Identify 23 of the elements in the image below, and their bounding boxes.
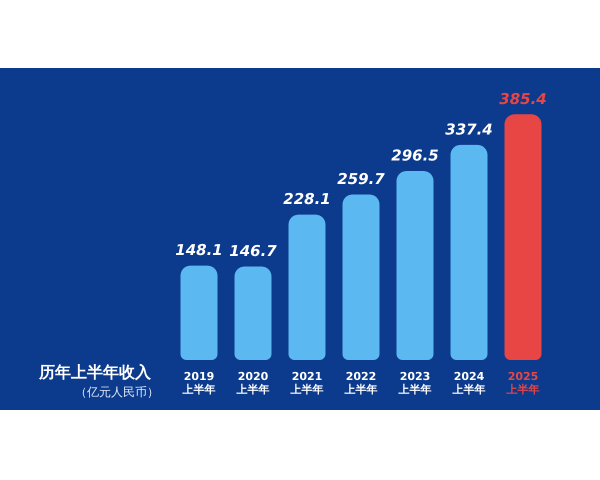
data-label: 385.4 — [499, 90, 547, 108]
bar — [288, 214, 326, 360]
bar — [504, 114, 542, 360]
data-label: 148.1 — [175, 241, 223, 260]
bar — [450, 144, 488, 360]
data-label: 146.7 — [229, 242, 278, 260]
data-label: 296.5 — [391, 146, 439, 164]
text: 历年上半年收入 — [38, 362, 152, 382]
data-label: 228.1 — [283, 190, 331, 208]
x-tick-label: 2020 上半年 — [236, 370, 270, 396]
data-label: 337.4 — [445, 120, 493, 138]
x-tick-label: 2023 上半年 — [398, 370, 432, 396]
bar — [396, 170, 434, 360]
data-label: 259.7 — [337, 170, 386, 188]
x-tick-label: 2019 上半年 — [182, 370, 216, 396]
bar — [180, 266, 218, 360]
x-tick-label: 2022 上半年 — [344, 370, 378, 396]
bar — [234, 266, 272, 360]
x-tick-label: 2024 上半年 — [452, 370, 486, 396]
x-tick-label: 2021 上半年 — [290, 370, 324, 396]
text: （亿元人民币） — [75, 385, 159, 399]
bar — [342, 194, 380, 360]
x-tick-label: 2025 上半年 — [506, 370, 540, 396]
